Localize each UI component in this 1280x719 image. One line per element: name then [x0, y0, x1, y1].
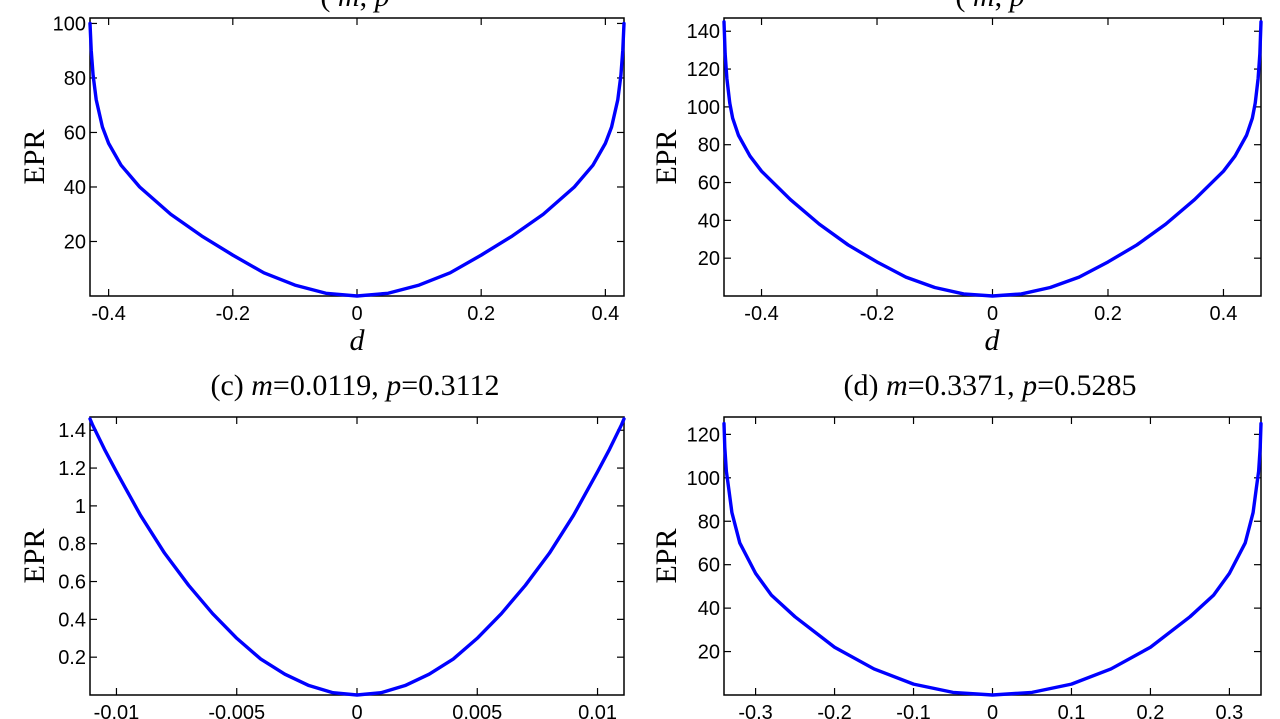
panel-b-xlabel: d [985, 324, 1001, 357]
panel-d-ylabel: EPR [650, 528, 683, 583]
panel-d-xtick-label: -0.2 [817, 702, 851, 719]
panel-d-series-line [722, 421, 1263, 697]
panel-d-title-prefix: (d) [844, 369, 879, 402]
panel-b-frame [723, 17, 1262, 297]
panel-b-xtick-label: 0.4 [1210, 303, 1238, 325]
panel-c-ytick-label: 0.2 [58, 647, 86, 669]
panel-b-ytick-label: 20 [698, 248, 720, 270]
panel-a-xlabel: d [350, 324, 366, 357]
panel-b-xtick-label: -0.4 [744, 303, 778, 325]
panel-b-ylabel: EPR [650, 129, 683, 184]
panel-b: ( m, p 20 40 60 80 100 120 140 -0.4 -0.2 0 0.2 0.4… [650, 0, 1263, 357]
panel-d-xtick-label: -0.3 [738, 702, 772, 719]
panel-b-ytick-label: 40 [698, 210, 720, 232]
panel-d-ytick-label: 40 [698, 598, 720, 620]
panel-d-title: (d) m=0.3371, p=0.5285 [844, 369, 1137, 402]
panel-d-ytick-label: 20 [698, 642, 720, 664]
panel-b-xtick-label: 0.2 [1094, 303, 1122, 325]
panel-c: (c) m=0.0119, p=0.3112 0.2 0.4 0.6 0.8 1 1.2 1… [18, 369, 626, 719]
panel-a-ytick-label: 80 [64, 68, 86, 90]
panel-c-ytick-label: 1.2 [58, 458, 86, 480]
panel-a-frame [89, 17, 625, 297]
panel-a-xtick-label: -0.4 [91, 303, 125, 325]
panel-b-title-prefix: ( [955, 0, 965, 13]
panel-a-ylabel: EPR [18, 129, 51, 184]
panel-c-title: (c) m=0.0119, p=0.3112 [210, 369, 499, 402]
panel-d-ytick-label: 100 [687, 468, 720, 490]
panel-b-ytick-label: 60 [698, 173, 720, 195]
panel-b-ytick-label: 80 [698, 135, 720, 157]
panel-c-ytick-label: 1.4 [58, 420, 86, 442]
panel-b-yticks: 20 40 60 80 100 120 140 [687, 21, 1261, 270]
panel-a-ytick-label: 60 [64, 122, 86, 144]
panel-d: (d) m=0.3371, p=0.5285 20 40 60 80 100 120 -0… [650, 369, 1263, 719]
panel-b-ytick-label: 120 [687, 59, 720, 81]
panel-c-xtick-label: 0 [351, 702, 362, 719]
panel-a-xtick-label: 0.2 [467, 303, 495, 325]
panel-b-xticks: -0.4 -0.2 0 0.2 0.4 [744, 18, 1237, 325]
panel-b-title-p: p [1008, 0, 1025, 13]
panel-a: ( m, p 20 40 60 80 100 -0.4 -0.2 0 0.2 0.4 EPR d [18, 0, 626, 357]
panel-d-xtick-label: 0.1 [1058, 702, 1086, 719]
panel-d-frame [723, 416, 1262, 696]
panel-d-xtick-label: 0.3 [1216, 702, 1244, 719]
panel-c-ytick-label: 1 [75, 496, 86, 518]
panel-a-xtick-label: 0 [351, 303, 362, 325]
panel-a-ytick-label: 100 [53, 13, 86, 35]
panel-d-title-p-value: =0.5285 [1037, 369, 1136, 402]
panel-c-xtick-label: 0.01 [578, 702, 617, 719]
panel-d-title-p: p [1020, 369, 1037, 402]
panel-a-title-prefix: ( [320, 0, 330, 13]
panel-d-ytick-label: 120 [687, 424, 720, 446]
panel-c-title-m: m [251, 369, 273, 402]
panel-d-title-m: m [886, 369, 908, 402]
panel-c-xticks: -0.01 -0.005 0 0.005 0.01 [94, 417, 617, 719]
panel-d-yticks: 20 40 60 80 100 120 [687, 424, 1261, 664]
panel-a-title-p: p [373, 0, 390, 13]
panel-a-ytick-label: 20 [64, 231, 86, 253]
panel-d-ytick-label: 60 [698, 555, 720, 577]
panel-b-xtick-label: 0 [987, 303, 998, 325]
panel-c-xtick-label: -0.01 [94, 702, 140, 719]
panel-b-title-m: m [973, 0, 995, 13]
panel-c-ytick-label: 0.4 [58, 609, 86, 631]
panel-c-title-m-value: =0.0119 [273, 369, 371, 402]
panel-a-xtick-label: -0.2 [216, 303, 250, 325]
panel-c-ytick-label: 0.6 [58, 572, 86, 594]
panel-c-xtick-label: -0.005 [208, 702, 265, 719]
panel-c-series-line [88, 417, 626, 697]
panel-b-xtick-label: -0.2 [860, 303, 894, 325]
panel-a-title-m: m [338, 0, 360, 13]
panel-c-ytick-label: 0.8 [58, 534, 86, 556]
panel-d-xtick-label: 0 [987, 702, 998, 719]
panel-c-frame [89, 416, 625, 696]
panel-c-xtick-label: 0.005 [452, 702, 502, 719]
panel-d-xticks: -0.3 -0.2 -0.1 0 0.1 0.2 0.3 [738, 417, 1243, 719]
panel-c-title-prefix: (c) [210, 369, 243, 402]
panel-c-title-p-value: =0.3112 [401, 369, 499, 402]
panel-c-ylabel: EPR [18, 528, 51, 583]
panel-d-xtick-label: -0.1 [896, 702, 930, 719]
panel-b-series-line [722, 20, 1263, 298]
panel-d-title-m-value: =0.3371 [908, 369, 1007, 402]
panel-d-xtick-label: 0.2 [1137, 702, 1165, 719]
panel-b-ytick-label: 140 [687, 21, 720, 43]
panel-a-title: ( m, p [320, 0, 389, 13]
panel-a-xticks: -0.4 -0.2 0 0.2 0.4 [91, 18, 619, 325]
panel-d-ytick-label: 80 [698, 511, 720, 533]
panel-b-ytick-label: 100 [687, 97, 720, 119]
panel-c-title-p: p [384, 369, 401, 402]
panel-c-yticks: 0.2 0.4 0.6 0.8 1 1.2 1.4 [58, 420, 624, 669]
panel-a-ytick-label: 40 [64, 177, 86, 199]
panel-a-xtick-label: 0.4 [591, 303, 619, 325]
panel-a-series-line [88, 21, 626, 298]
panel-b-title: ( m, p [955, 0, 1024, 13]
